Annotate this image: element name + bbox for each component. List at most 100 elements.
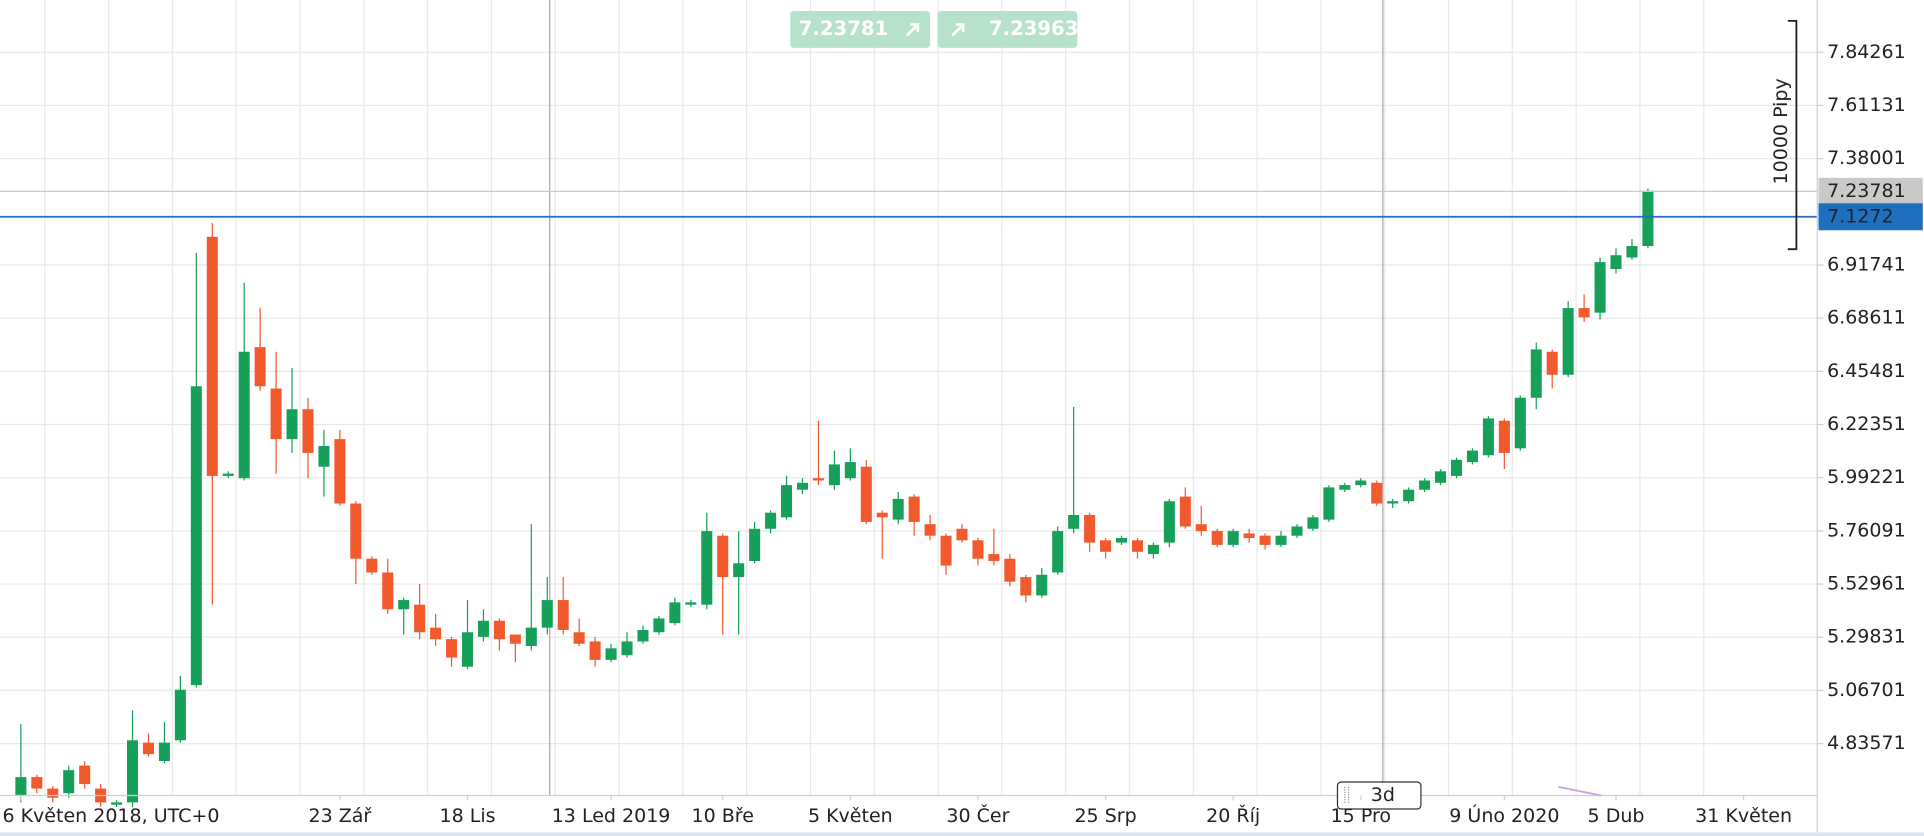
candle-body [1435, 471, 1447, 483]
candle-body [1323, 487, 1335, 520]
candle-body [142, 742, 154, 755]
candle-body [286, 409, 298, 440]
x-tick-label: 31 Květen [1695, 805, 1792, 827]
candle-body [1243, 533, 1255, 538]
grid [0, 0, 1818, 796]
candle-body [781, 485, 793, 518]
candle-body [477, 620, 489, 637]
candle-body [174, 689, 186, 741]
candle-body [254, 347, 266, 387]
x-tick-label: 10 Bře [692, 805, 754, 827]
timeframe-label: 3d [1371, 784, 1395, 806]
candle-body [1626, 246, 1638, 258]
quote-badge[interactable] [790, 11, 931, 48]
candle-body [749, 528, 761, 561]
candle-body [1275, 535, 1287, 545]
drag-handle [1344, 786, 1350, 805]
candle-body [1227, 531, 1239, 545]
x-tick-label: 30 Čer [946, 803, 1009, 827]
y-tick-label: 6.22351 [1827, 413, 1906, 435]
x-tick-label: 5 Květen [808, 805, 893, 827]
candle-body [79, 765, 91, 784]
candle-body [908, 496, 920, 522]
candle-body [1339, 485, 1351, 490]
candle-body [461, 632, 474, 667]
candle-body [206, 236, 218, 476]
candle-body [1068, 514, 1080, 529]
candle-body [860, 466, 872, 522]
candle-body [430, 627, 442, 640]
candle-body [1211, 531, 1223, 545]
candle-body [318, 446, 330, 467]
timeframe-box[interactable] [1336, 781, 1422, 810]
candle-body [924, 524, 936, 536]
candle-body [1307, 517, 1319, 529]
candle-body [621, 641, 633, 656]
x-tick-label: 13 Led 2019 [552, 805, 671, 827]
x-tick-label: 15 Pro [1331, 805, 1391, 827]
candle-body [126, 740, 139, 803]
candle-body [1179, 496, 1191, 527]
candle-body [1100, 540, 1112, 552]
candle-body [1530, 349, 1542, 398]
candle-body [1084, 514, 1096, 543]
candle-body [1115, 537, 1128, 543]
candle-body [111, 802, 123, 805]
candle-body [446, 639, 458, 658]
x-tick-label: 18 Lis [439, 805, 495, 827]
candle-body [796, 482, 809, 490]
candle-body [509, 634, 521, 644]
candle-body [573, 632, 585, 644]
overlay: 7.23781 7.1272 [0, 177, 1923, 231]
candle-body [1052, 531, 1064, 573]
candle-body [1562, 308, 1574, 375]
candle-body [1578, 308, 1590, 318]
price-label-box [1818, 203, 1923, 231]
pip-bracket [1787, 19, 1798, 251]
candle-body [15, 777, 27, 796]
candle-body [31, 777, 43, 789]
candle-body [669, 602, 681, 624]
candle-body [541, 600, 553, 628]
y-tick-label: 5.76091 [1827, 519, 1906, 541]
x-tick-label: 9 Úno 2020 [1449, 803, 1559, 827]
candle-body [1036, 574, 1048, 596]
candle-body [238, 351, 250, 479]
candle-body [972, 540, 984, 559]
y-tick-label: 7.84261 [1827, 41, 1906, 63]
candle-body [222, 473, 234, 476]
x-tick-label: 25 Srp [1074, 805, 1136, 827]
candle-body [158, 742, 170, 762]
y-tick-label: 7.61131 [1827, 94, 1906, 116]
pip-range-label: 10000 Pipy [1770, 78, 1792, 184]
candle-body [605, 648, 617, 660]
x-tick-label: 23 Zář [309, 805, 372, 827]
candle-body [414, 604, 426, 633]
quote-badge[interactable] [937, 11, 1078, 48]
candle-body [1498, 420, 1510, 453]
y-tick-label: 4.83571 [1827, 732, 1906, 754]
candle-body [940, 535, 952, 566]
candle-body [1163, 501, 1175, 543]
candle-body [366, 558, 378, 573]
candle-body [1419, 480, 1431, 490]
y-tick-label: 6.68611 [1827, 307, 1906, 329]
candle-body [1514, 397, 1526, 449]
drawing-line [1558, 785, 1602, 797]
y-tick-label: 7.38001 [1827, 147, 1906, 169]
x-tick-label: 5 Dub [1588, 805, 1645, 827]
y-tick-label: 5.29831 [1827, 626, 1906, 648]
y-tick-label: 5.06701 [1827, 679, 1906, 701]
candle-body [350, 503, 362, 559]
candle-body [493, 620, 505, 640]
candle-body [334, 439, 346, 504]
y-tick-label: 6.91741 [1827, 253, 1906, 275]
candle-body [382, 572, 394, 610]
arrow-icon [951, 23, 965, 37]
candle-body [765, 512, 777, 529]
candle-body [589, 641, 601, 660]
candle-body [47, 788, 59, 798]
